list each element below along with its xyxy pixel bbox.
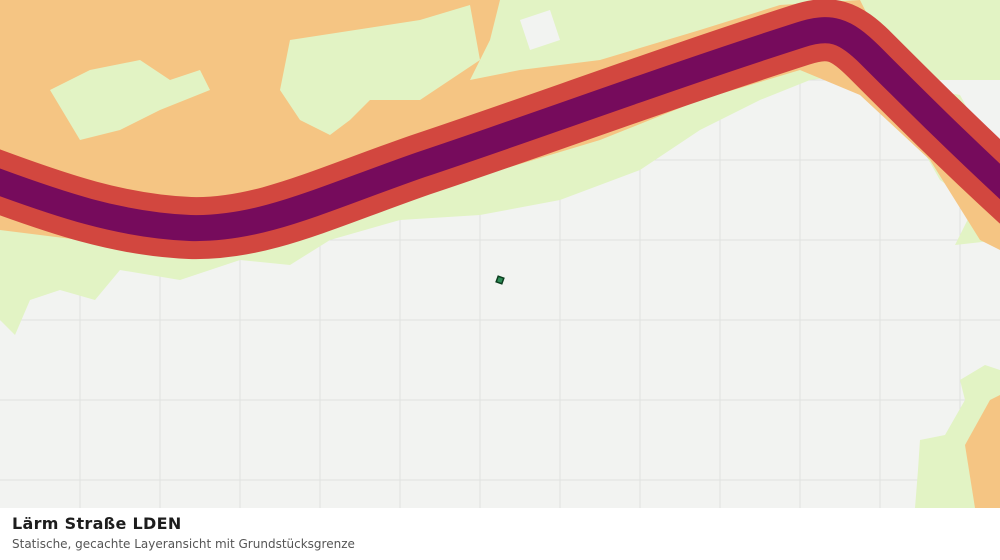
gap xyxy=(520,10,560,50)
road-bands xyxy=(0,0,1000,260)
layer-subtitle: Statische, gecachte Layeransicht mit Gru… xyxy=(12,537,355,551)
noise-zone-low xyxy=(280,5,480,135)
gap xyxy=(880,80,1000,160)
noise-zone-medium xyxy=(965,395,1000,508)
parcel-marker xyxy=(495,275,505,285)
caption-bar: Lärm Straße LDEN Statische, gecachte Lay… xyxy=(0,508,1000,560)
map-view xyxy=(0,0,1000,508)
layer-title: Lärm Straße LDEN xyxy=(12,514,182,533)
noise-zone-low xyxy=(50,60,210,140)
noise-zone-very-high xyxy=(0,17,1000,242)
